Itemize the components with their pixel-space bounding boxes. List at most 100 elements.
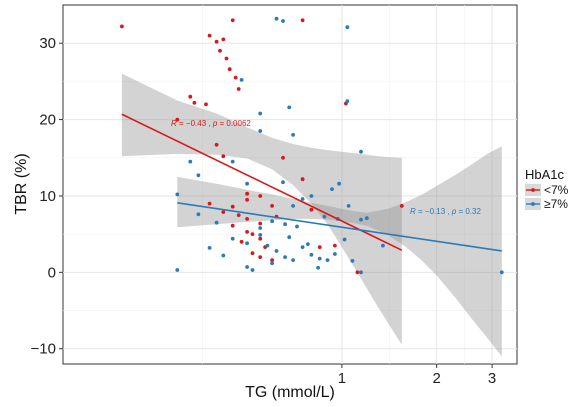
data-point	[309, 194, 314, 198]
data-point	[333, 243, 337, 248]
data-point	[221, 37, 226, 42]
correlation-annotation: R = −0.13 , p = 0.32	[410, 207, 482, 216]
y-tick-label: 20	[39, 112, 56, 129]
correlation-annotation: R = −0.43 , p = 0.0062	[171, 119, 251, 128]
data-point	[239, 239, 244, 244]
data-point	[258, 233, 263, 237]
data-point	[230, 223, 235, 228]
data-point	[281, 19, 285, 23]
data-point	[499, 270, 504, 275]
data-point	[250, 232, 255, 237]
data-point	[120, 24, 124, 29]
data-point	[364, 216, 369, 221]
data-point	[245, 191, 250, 196]
confidence-band	[121, 73, 402, 345]
data-point	[258, 129, 263, 133]
data-point	[218, 48, 222, 53]
data-point	[300, 197, 305, 201]
data-point	[245, 181, 250, 186]
data-point	[175, 268, 180, 272]
data-point	[236, 87, 241, 91]
data-point	[214, 39, 219, 44]
data-point	[224, 56, 229, 61]
data-point	[214, 142, 219, 147]
legend-title: HbA1c	[525, 167, 565, 182]
data-point	[175, 192, 180, 197]
data-point	[281, 180, 285, 185]
x-tick-label: 2	[432, 370, 440, 387]
confidence-band	[177, 146, 502, 357]
data-point	[283, 255, 287, 259]
confidence-bands	[121, 73, 502, 357]
data-point	[309, 207, 314, 212]
data-point	[330, 187, 334, 192]
data-point	[258, 194, 263, 198]
data-point	[317, 256, 322, 261]
data-point	[274, 249, 279, 253]
data-point	[316, 265, 320, 270]
data-point	[345, 99, 350, 104]
data-point	[221, 210, 226, 214]
data-point	[245, 230, 250, 234]
data-point	[270, 219, 274, 224]
legend-label: ≥7%	[544, 197, 568, 211]
data-point	[291, 204, 295, 208]
y-tick-label: −10	[31, 341, 56, 358]
data-point	[291, 258, 295, 262]
data-point	[274, 16, 279, 21]
data-point	[300, 177, 305, 182]
data-point	[245, 217, 250, 221]
legend: HbA1c <7%≥7%	[525, 167, 568, 211]
regression-line	[177, 202, 502, 252]
data-point	[346, 204, 351, 208]
data-point	[281, 155, 285, 160]
data-point	[258, 255, 263, 259]
data-point	[399, 204, 404, 208]
data-point	[175, 117, 180, 122]
data-point	[236, 213, 241, 218]
data-point	[214, 220, 219, 225]
data-point	[188, 159, 193, 164]
data-points	[120, 16, 504, 275]
data-point	[192, 100, 197, 105]
data-point	[359, 149, 363, 154]
data-point	[258, 111, 263, 116]
data-point	[221, 253, 226, 258]
data-point	[333, 252, 337, 256]
legend-label: <7%	[544, 183, 568, 197]
data-point	[317, 245, 322, 250]
y-tick-label: 0	[48, 264, 56, 281]
grid-lines	[63, 5, 517, 364]
data-point	[250, 268, 255, 272]
data-point	[270, 204, 274, 208]
data-point	[337, 181, 341, 186]
x-tick-label: 3	[488, 370, 496, 387]
data-point	[207, 246, 212, 250]
data-point	[245, 265, 250, 269]
regression-lines	[121, 113, 502, 252]
data-point	[295, 224, 299, 229]
data-point	[258, 221, 263, 226]
data-point	[325, 258, 330, 262]
x-axis-title: TG (mmol/L)	[245, 384, 335, 401]
data-point	[270, 261, 274, 266]
y-tick-label: 10	[39, 188, 56, 205]
data-point	[270, 258, 274, 262]
data-point	[230, 159, 235, 164]
data-point	[355, 270, 360, 275]
data-point	[306, 242, 310, 247]
data-point	[350, 259, 355, 263]
data-point	[230, 204, 235, 209]
data-point	[287, 105, 292, 110]
data-point	[291, 133, 295, 137]
data-point	[345, 25, 350, 30]
data-point	[381, 243, 385, 248]
data-point	[196, 212, 201, 217]
y-axis-title: TBR (%)	[13, 153, 30, 214]
data-point	[258, 236, 263, 241]
data-point	[207, 33, 212, 38]
plot-panel	[62, 4, 518, 365]
y-tick-label: 30	[39, 35, 56, 52]
data-point	[221, 154, 226, 159]
data-point	[233, 75, 238, 80]
